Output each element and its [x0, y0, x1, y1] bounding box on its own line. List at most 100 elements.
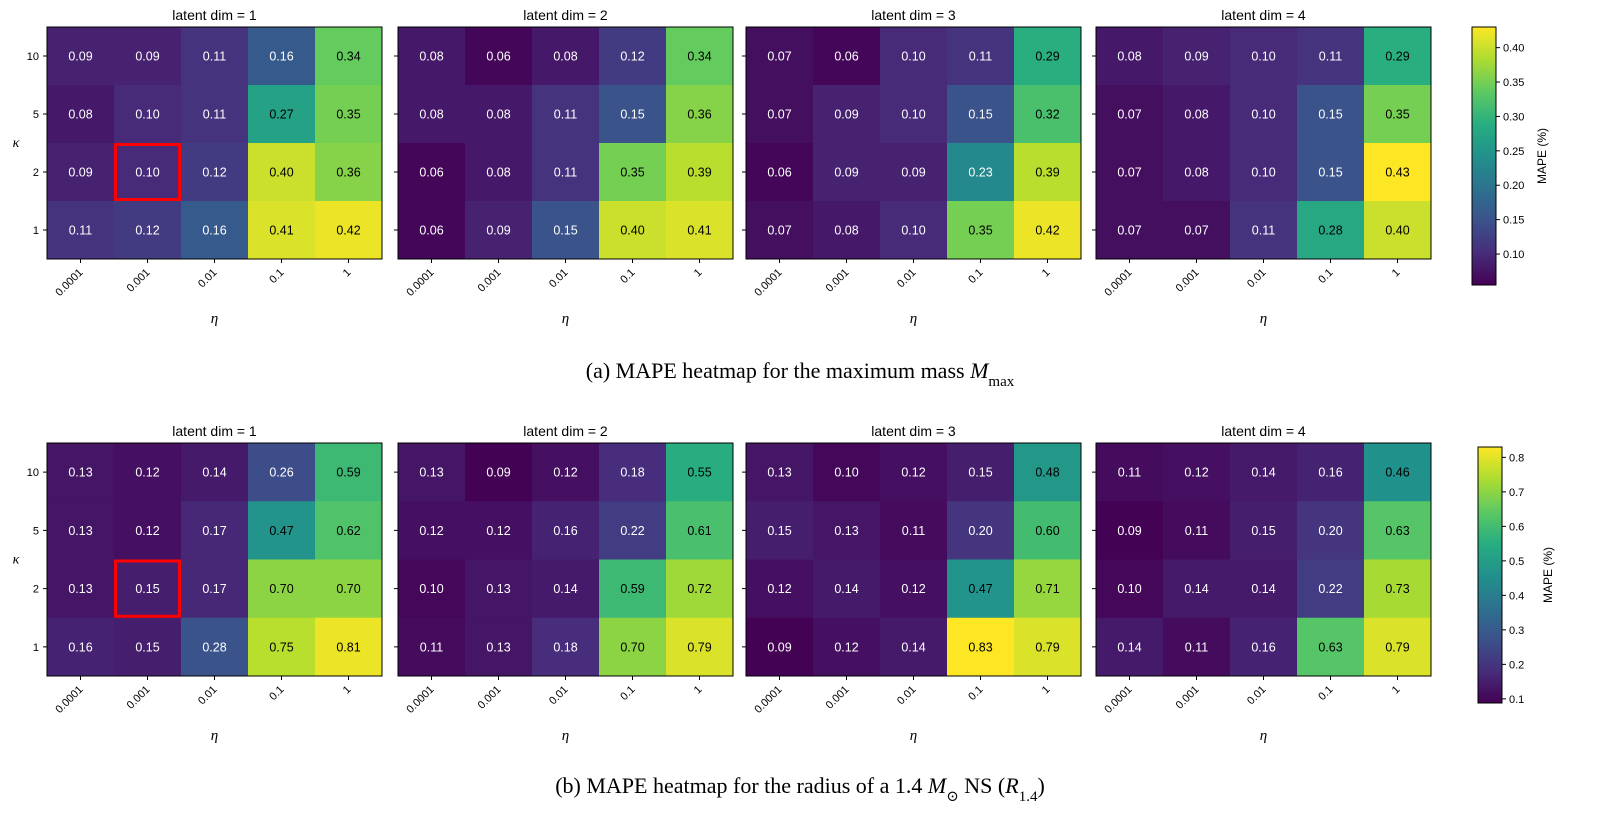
heatmap-cell — [398, 143, 466, 202]
heatmap-cell — [1163, 27, 1231, 86]
heatmap-cell — [599, 617, 667, 677]
x-tick-label: 0.001 — [125, 267, 153, 295]
caption-segment: M — [927, 773, 948, 798]
heatmap-cell — [880, 201, 948, 260]
cell-value-label: 0.10 — [901, 108, 925, 122]
heatmap-cell — [1014, 85, 1082, 144]
x-axis-label: η — [562, 311, 569, 327]
x-axis-label: η — [1260, 728, 1267, 744]
colorbar-tick-label: 0.3 — [1509, 625, 1524, 637]
heatmap-cell — [1096, 143, 1164, 202]
heatmap-cell — [1364, 443, 1432, 502]
heatmap-cell — [47, 27, 115, 86]
cell-value-label: 0.35 — [620, 166, 644, 180]
cell-value-label: 0.09 — [135, 50, 159, 64]
heatmap-cell — [1364, 143, 1432, 202]
cell-value-label: 0.34 — [336, 50, 360, 64]
panel-title: latent dim = 2 — [523, 7, 608, 23]
heatmap-cell — [465, 201, 533, 260]
caption-segment: NS ( — [959, 773, 1005, 798]
heatmap-cell — [1297, 617, 1365, 677]
cell-value-label: 0.63 — [1385, 524, 1409, 538]
cell-value-label: 0.07 — [1117, 224, 1141, 238]
x-tick-label: 1 — [341, 267, 354, 280]
cell-value-label: 0.11 — [902, 524, 925, 538]
heatmap-cell — [532, 143, 600, 202]
cell-value-label: 0.42 — [1035, 224, 1059, 238]
colorbar-tick-label: 0.2 — [1509, 659, 1524, 671]
cell-value-label: 0.06 — [486, 50, 510, 64]
cell-value-label: 0.09 — [1117, 524, 1141, 538]
heatmap-cell — [248, 501, 316, 560]
cell-value-label: 0.06 — [419, 224, 443, 238]
heatmap-cell — [465, 559, 533, 619]
cell-value-label: 0.16 — [1251, 640, 1275, 654]
heatmap-cell — [47, 443, 115, 502]
colorbar-tick-label: 0.30 — [1503, 111, 1524, 123]
cell-value-label: 0.08 — [1117, 50, 1141, 64]
heatmap-cell — [248, 559, 316, 619]
cell-value-label: 0.11 — [1185, 640, 1208, 654]
y-axis-label: κ — [13, 136, 20, 151]
heatmap-cell — [947, 559, 1015, 619]
colorbar-tick-label: 0.1 — [1509, 694, 1524, 706]
cell-value-label: 0.10 — [901, 224, 925, 238]
cell-value-label: 0.11 — [1185, 524, 1208, 538]
cell-value-label: 0.16 — [202, 224, 226, 238]
heatmap-panel: latent dim = 3 0.13 0.10 0.12 0.15 0.48 0.15 0.… — [742, 423, 1082, 744]
cell-value-label: 0.13 — [68, 466, 92, 480]
heatmap-cell — [1297, 27, 1365, 86]
heatmap-cell — [398, 501, 466, 560]
heatmap-cell — [114, 443, 182, 502]
colorbar-tick-label: 0.5 — [1509, 556, 1524, 568]
cell-value-label: 0.39 — [1035, 166, 1059, 180]
y-tick-label: 5 — [33, 525, 39, 537]
heatmap-cell — [947, 443, 1015, 502]
cell-value-label: 0.41 — [269, 224, 293, 238]
heatmap-cell — [666, 443, 734, 502]
heatmap-cell — [181, 443, 249, 502]
cell-value-label: 0.23 — [968, 166, 992, 180]
heatmap-figure-a: latent dim = 10.09 0.09 0.11 0.16 0.340.08 0.… — [13, 7, 1549, 390]
cell-value-label: 0.15 — [553, 224, 577, 238]
heatmap-cell — [813, 617, 881, 677]
heatmap-cell — [47, 559, 115, 619]
cell-value-label: 0.14 — [1117, 640, 1141, 654]
x-tick-label: 0.01 — [196, 267, 220, 291]
cell-value-label: 0.15 — [1318, 108, 1342, 122]
heatmap-cell — [1230, 559, 1298, 619]
heatmap-cell — [1163, 443, 1231, 502]
cell-value-label: 0.15 — [135, 640, 159, 654]
heatmap-cell — [880, 559, 948, 619]
heatmap-cell — [1364, 85, 1432, 144]
cell-value-label: 0.06 — [834, 50, 858, 64]
heatmap-cell — [1096, 85, 1164, 144]
heatmap-cell — [1163, 143, 1231, 202]
heatmap-cell — [666, 501, 734, 560]
heatmap-cell — [532, 559, 600, 619]
cell-value-label: 0.07 — [1117, 108, 1141, 122]
cell-value-label: 0.79 — [687, 640, 711, 654]
cell-value-label: 0.12 — [135, 224, 159, 238]
panel-title: latent dim = 1 — [172, 7, 257, 23]
cell-value-label: 0.35 — [1385, 108, 1409, 122]
cell-value-label: 0.12 — [553, 466, 577, 480]
cell-value-label: 0.10 — [135, 108, 159, 122]
cell-value-label: 0.12 — [1184, 466, 1208, 480]
colorbar-tick-label: 0.40 — [1503, 43, 1524, 55]
cell-value-label: 0.28 — [1318, 224, 1342, 238]
cell-value-label: 0.40 — [620, 224, 644, 238]
cell-value-label: 0.17 — [202, 582, 226, 596]
y-tick-label: 2 — [33, 167, 39, 179]
cell-value-label: 0.10 — [419, 582, 443, 596]
x-tick-label: 0.01 — [1245, 267, 1269, 291]
x-tick-label: 0.001 — [476, 684, 504, 712]
cell-value-label: 0.14 — [1251, 582, 1275, 596]
cell-value-label: 0.35 — [968, 224, 992, 238]
cell-value-label: 0.11 — [203, 108, 226, 122]
x-axis-label: η — [910, 311, 917, 327]
cell-value-label: 0.07 — [1184, 224, 1208, 238]
heatmap-cell — [315, 501, 383, 560]
heatmap-cell — [599, 201, 667, 260]
cell-value-label: 0.10 — [1117, 582, 1141, 596]
